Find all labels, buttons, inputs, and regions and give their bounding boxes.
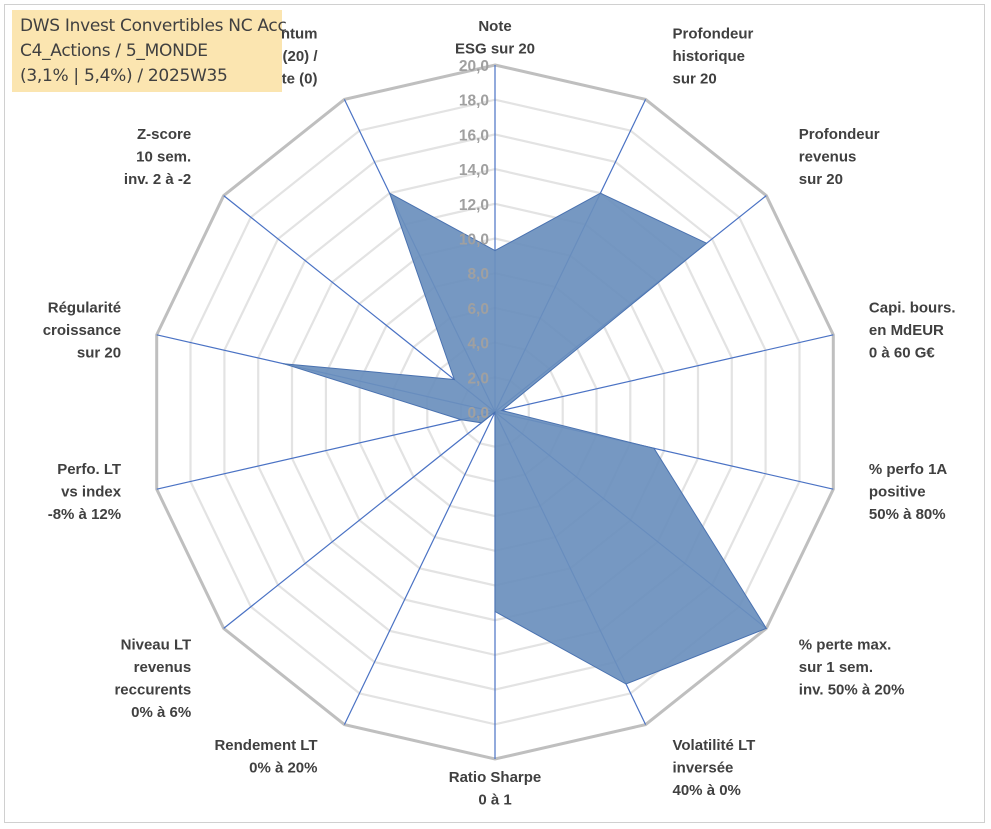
axis-label: Niveau LT revenus reccurents 0% à 6%: [114, 636, 191, 721]
axis-label: Régularité croissance sur 20: [43, 300, 121, 362]
axis-label: Ratio Sharpe 0 à 1: [449, 769, 542, 809]
axis-spoke: [343, 411, 496, 725]
axis-label: % perte max. sur 1 sem. inv. 50% à 20%: [799, 636, 905, 698]
tick-label: 2,0: [467, 370, 489, 387]
data-area: [283, 192, 768, 685]
tick-label: 20,0: [459, 58, 489, 75]
data-point: [599, 192, 601, 194]
data-point: [501, 410, 503, 411]
axis-label: Perfo. LT vs index -8% à 12%: [48, 461, 122, 523]
axis-label: Profondeur historique sur 20: [673, 25, 754, 87]
axis-label: Capi. bours. en MdEUR 0 à 60 G€: [869, 300, 956, 362]
tick-label: 6,0: [467, 301, 489, 318]
data-point: [494, 611, 496, 612]
data-point: [625, 683, 627, 685]
tick-label: 8,0: [467, 266, 489, 283]
tick-label: 18,0: [459, 93, 489, 110]
chart-title-box: DWS Invest Convertibles NC Acc C4_Action…: [12, 10, 287, 92]
chart-title-line-2: C4_Actions / 5_MONDE: [20, 41, 208, 61]
axis-spoke: [223, 411, 496, 629]
axis-label: % perfo 1A positive 50% à 80%: [869, 461, 948, 523]
data-point: [460, 419, 462, 421]
tick-label: 0,0: [467, 405, 489, 422]
tick-labels: 0,0 2,0 4,0 6,0 8,0 10,0 12,0 14,0 16,0 18,0 20,0: [459, 58, 489, 422]
data-point: [389, 192, 391, 194]
axis-labels: Note ESG sur 20 Profondeur historique sur 20…: [43, 18, 956, 809]
data-point: [765, 627, 767, 629]
chart-title-line-1: DWS Invest Convertibles NC Acc: [20, 16, 287, 36]
axis-spoke: [494, 334, 834, 413]
data-point: [480, 422, 482, 424]
axis-spoke: [223, 195, 496, 413]
tick-label: 14,0: [459, 162, 489, 179]
chart-title-line-3: (3,1% | 5,4%) / 2025W35: [20, 66, 228, 86]
data-point: [494, 250, 496, 252]
data-point: [706, 242, 708, 244]
axis-spoke: [156, 411, 496, 490]
axis-label: Volatilité LT inversée 40% à 0%: [673, 737, 756, 799]
data-point: [453, 379, 455, 380]
series-area: [283, 192, 768, 685]
data-point: [653, 447, 655, 449]
tick-label: 12,0: [459, 197, 489, 214]
tick-label: 16,0: [459, 127, 489, 144]
data-point: [494, 411, 496, 413]
data-point: [283, 363, 285, 365]
axis-label: Profondeur revenus sur 20: [799, 126, 880, 188]
tick-label: 4,0: [467, 336, 489, 353]
tick-label: 10,0: [459, 232, 489, 249]
axis-label: Rendement LT 0% à 20%: [214, 737, 317, 777]
axis-label: Z-score 10 sem. inv. 2 à -2: [124, 126, 191, 188]
axis-label: Note ESG sur 20: [455, 18, 535, 58]
